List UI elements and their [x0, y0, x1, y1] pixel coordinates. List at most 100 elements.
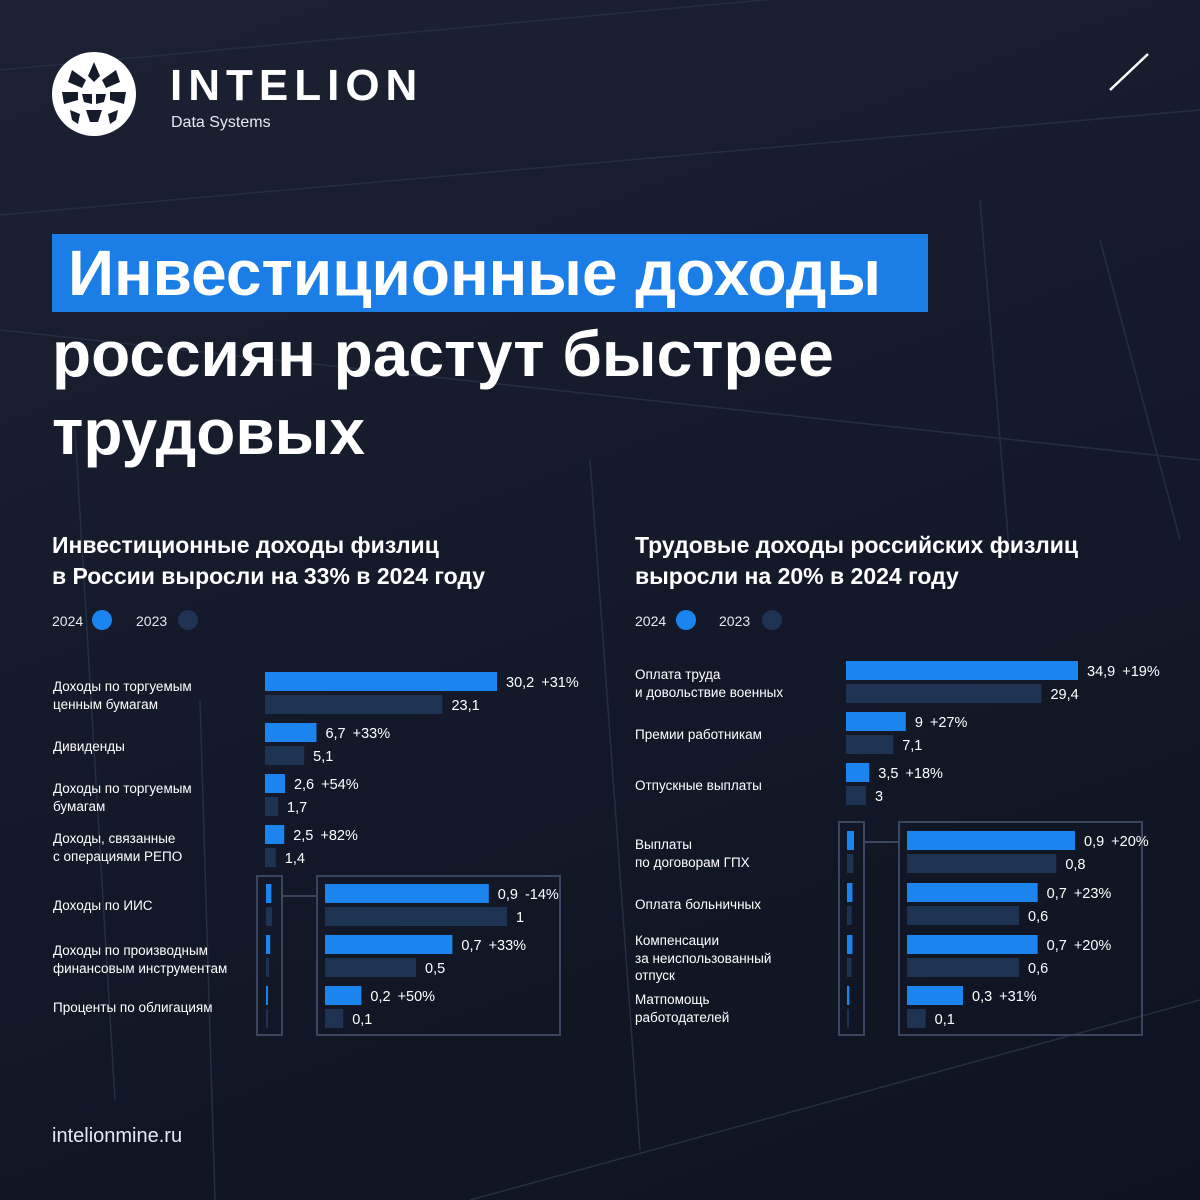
- bar-2023: [846, 735, 894, 754]
- category-label: Премии работникам: [635, 727, 762, 742]
- zoom-bar-2024: [907, 883, 1038, 902]
- mini-bar-2023: [847, 958, 852, 977]
- value-label-2024: 0,9: [498, 887, 518, 903]
- bar-2024: [265, 774, 285, 793]
- zoom-bar-2024: [325, 986, 362, 1005]
- headline-highlight: [52, 234, 928, 312]
- value-label-2024: 0,7: [461, 938, 481, 954]
- change-label: +31%: [541, 675, 579, 691]
- bar-2023: [846, 786, 866, 805]
- change-label: +20%: [1111, 834, 1149, 850]
- mini-bar-2023: [266, 1009, 268, 1028]
- legend-left-2023-label: 2023: [136, 613, 168, 629]
- category-label: Доходы по торгуемым ценным бумагам: [53, 679, 192, 712]
- zoom-bar-2023: [325, 958, 416, 977]
- category-label: Оплата труда и довольствие военных: [635, 667, 784, 700]
- value-label-2023: 3: [875, 789, 883, 805]
- change-label: +31%: [999, 989, 1037, 1005]
- change-label: +23%: [1074, 886, 1112, 902]
- mini-bar-2023: [847, 906, 852, 925]
- mini-bar-2024: [266, 884, 272, 903]
- legend-right-2024-dot: [676, 610, 696, 630]
- mini-bar-2024: [847, 935, 853, 954]
- bar-2023: [846, 684, 1042, 703]
- value-label-2024: 2,6: [294, 777, 314, 793]
- bar-2024: [846, 661, 1078, 680]
- zoom-source-frame: [838, 821, 865, 1036]
- mini-bar-2023: [847, 1009, 849, 1028]
- legend-right-2023-dot: [762, 610, 782, 630]
- change-label: +20%: [1074, 938, 1112, 954]
- chart-left-title-line-1: Инвестиционные доходы физлиц: [52, 532, 439, 558]
- value-label-2023: 5,1: [313, 749, 333, 765]
- change-label: +33%: [353, 726, 391, 742]
- legend-left-2023-dot: [178, 610, 198, 630]
- bar-2024: [846, 712, 906, 731]
- value-label-2024: 0,9: [1084, 834, 1104, 850]
- bar-2023: [265, 695, 443, 714]
- mini-bar-2024: [847, 986, 850, 1005]
- mini-bar-2024: [847, 831, 854, 850]
- zoom-bar-2023: [907, 958, 1019, 977]
- legend-left-2024-dot: [92, 610, 112, 630]
- value-label-2023: 23,1: [451, 698, 479, 714]
- zoom-bar-2023: [907, 1009, 926, 1028]
- footer-website[interactable]: intelionmine.ru: [52, 1125, 183, 1147]
- chart-right-title-line-1: Трудовые доходы российских физлиц: [635, 532, 1078, 558]
- change-label: +82%: [320, 828, 358, 844]
- value-label-2024: 0,2: [370, 989, 390, 1005]
- change-label: +19%: [1122, 664, 1160, 680]
- zoom-bar-2024: [907, 831, 1075, 850]
- category-label: Отпускные выплаты: [635, 778, 762, 793]
- mini-bar-2023: [266, 958, 269, 977]
- change-label: +54%: [321, 777, 359, 793]
- zoom-bar-2023: [907, 906, 1019, 925]
- category-label: Проценты по облигациям: [53, 1000, 213, 1015]
- zoom-bar-2024: [325, 935, 453, 954]
- value-label-2023: 0,8: [1065, 857, 1085, 873]
- value-label-2024: 34,9: [1087, 664, 1115, 680]
- chart-left-title-line-2: в России выросли на 33% в 2024 году: [52, 563, 486, 589]
- value-label-2023: 1,7: [287, 800, 307, 816]
- bar-2024: [265, 672, 497, 691]
- headline-line-1: Инвестиционные доходы: [68, 237, 881, 309]
- legend-left-2024-label: 2024: [52, 613, 84, 629]
- zoom-bar-2024: [907, 935, 1038, 954]
- value-label-2024: 0,7: [1047, 938, 1067, 954]
- zoom-panel-frame: [316, 875, 561, 1036]
- value-label-2023: 0,1: [935, 1012, 955, 1028]
- category-label: Оплата больничных: [635, 897, 761, 912]
- bar-2023: [265, 746, 305, 765]
- brand-subtitle: Data Systems: [171, 114, 271, 131]
- mini-bar-2023: [266, 907, 272, 926]
- category-label: Компенсации за неиспользованный отпуск: [635, 933, 772, 983]
- change-label: +50%: [398, 989, 436, 1005]
- value-label-2023: 29,4: [1050, 687, 1078, 703]
- bar-2023: [265, 848, 276, 867]
- bar-2023: [265, 797, 279, 816]
- brand-name: INTELION: [170, 61, 424, 110]
- value-label-2023: 0,1: [352, 1012, 372, 1028]
- category-label: Доходы по торгуемым бумагам: [53, 781, 192, 814]
- zoom-bar-2023: [907, 854, 1057, 873]
- category-label: Доходы по производным финансовым инструме…: [53, 943, 228, 976]
- bar-2024: [846, 763, 870, 782]
- mini-bar-2024: [847, 883, 853, 902]
- headline-line-3: трудовых: [52, 396, 365, 468]
- slash-icon: [1109, 53, 1149, 91]
- category-label: Дивиденды: [53, 739, 125, 754]
- change-label: +27%: [930, 715, 968, 731]
- legend-right-2023-label: 2023: [719, 613, 751, 629]
- zoom-panel-frame: [898, 821, 1143, 1036]
- value-label-2024: 2,5: [293, 828, 313, 844]
- mini-bar-2024: [266, 935, 271, 954]
- zoom-bar-2024: [325, 884, 489, 903]
- category-label: Выплаты по договорам ГПХ: [635, 837, 750, 870]
- zoom-bar-2024: [907, 986, 963, 1005]
- mini-bar-2023: [847, 854, 854, 873]
- value-label-2023: 1,4: [285, 851, 305, 867]
- value-label-2023: 1: [516, 910, 524, 926]
- headline-line-2: россиян растут быстрее: [52, 318, 834, 390]
